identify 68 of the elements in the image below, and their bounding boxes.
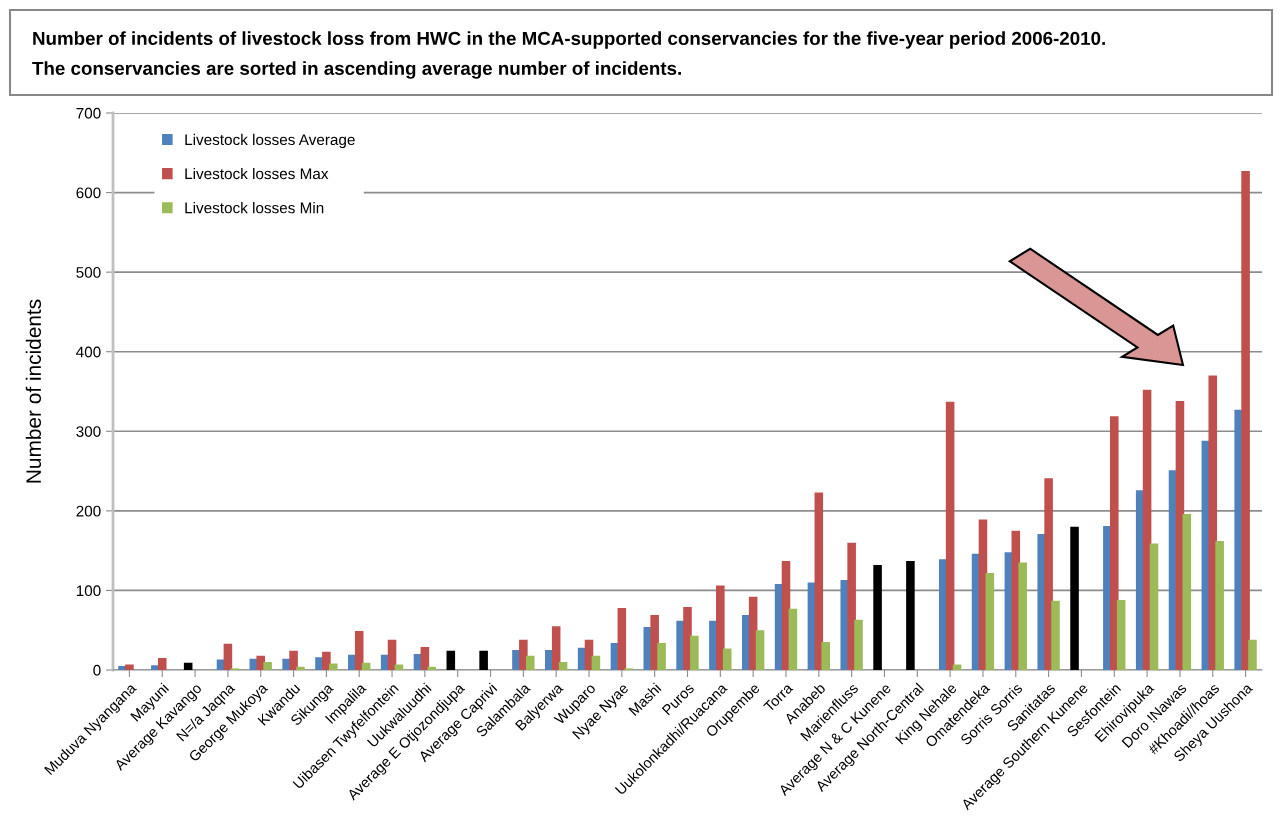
bar <box>873 564 882 670</box>
bar <box>1044 478 1053 670</box>
bar <box>847 542 856 670</box>
bar <box>289 650 298 670</box>
bar <box>223 643 233 670</box>
legend-label: Livestock losses Max <box>185 167 329 180</box>
bar <box>1215 541 1224 670</box>
bar <box>125 664 134 670</box>
y-tick-label: 0 <box>93 664 101 676</box>
bar <box>788 608 798 670</box>
bar <box>906 560 915 670</box>
bar <box>1116 599 1126 670</box>
y-tick-label: 100 <box>76 585 101 597</box>
bar <box>361 662 371 670</box>
bar <box>1241 171 1250 670</box>
bar <box>650 615 659 670</box>
bar <box>716 585 725 670</box>
bar <box>558 662 568 670</box>
bar <box>328 663 338 670</box>
bar <box>183 662 193 670</box>
bar <box>296 666 305 670</box>
bar <box>1248 639 1257 670</box>
bar <box>1109 416 1119 670</box>
y-tick-label: 500 <box>76 267 101 278</box>
bar <box>814 492 824 670</box>
bar <box>394 664 404 670</box>
bar <box>420 646 430 670</box>
bar <box>446 650 456 670</box>
bar <box>945 401 955 670</box>
bar <box>479 650 488 670</box>
bar <box>1051 600 1060 670</box>
bar <box>683 607 692 670</box>
bar <box>525 655 535 670</box>
bar <box>591 655 601 670</box>
bar <box>263 662 272 670</box>
bar <box>256 655 266 670</box>
bar <box>1182 514 1192 670</box>
bar <box>1208 375 1218 670</box>
bar <box>387 639 397 670</box>
bar <box>1149 543 1159 670</box>
chart-subtitle: The conservancies are sorted in ascending average number of incidents. <box>32 61 681 79</box>
y-tick-label: 300 <box>76 426 101 437</box>
y-tick-label: 400 <box>76 346 101 358</box>
y-tick-label: 700 <box>76 107 101 119</box>
bar <box>1070 526 1079 670</box>
bar <box>755 630 765 670</box>
bar <box>952 664 962 670</box>
bar <box>854 619 863 670</box>
bar <box>551 626 561 670</box>
bar <box>821 642 830 670</box>
bar <box>617 607 627 670</box>
bar <box>322 651 331 670</box>
bar <box>157 658 167 670</box>
chart-title: Number of incidents of livestock loss from HWC in the MCA-supported conservancies for the five-year period 2006-2010. <box>33 31 1105 49</box>
y-tick-label: 600 <box>76 187 101 199</box>
y-tick-label: 200 <box>76 505 101 517</box>
bar <box>690 635 699 670</box>
bar <box>985 572 995 670</box>
bar <box>519 639 528 670</box>
bar <box>722 648 732 670</box>
bar <box>657 642 666 670</box>
y-axis-title: Number of incidents <box>25 299 42 483</box>
bar <box>151 665 160 670</box>
legend-label: Livestock losses Average <box>185 133 355 149</box>
bar <box>354 630 364 670</box>
bar <box>1018 562 1027 670</box>
bar <box>427 666 437 670</box>
legend-label: Livestock losses Min <box>185 202 324 214</box>
